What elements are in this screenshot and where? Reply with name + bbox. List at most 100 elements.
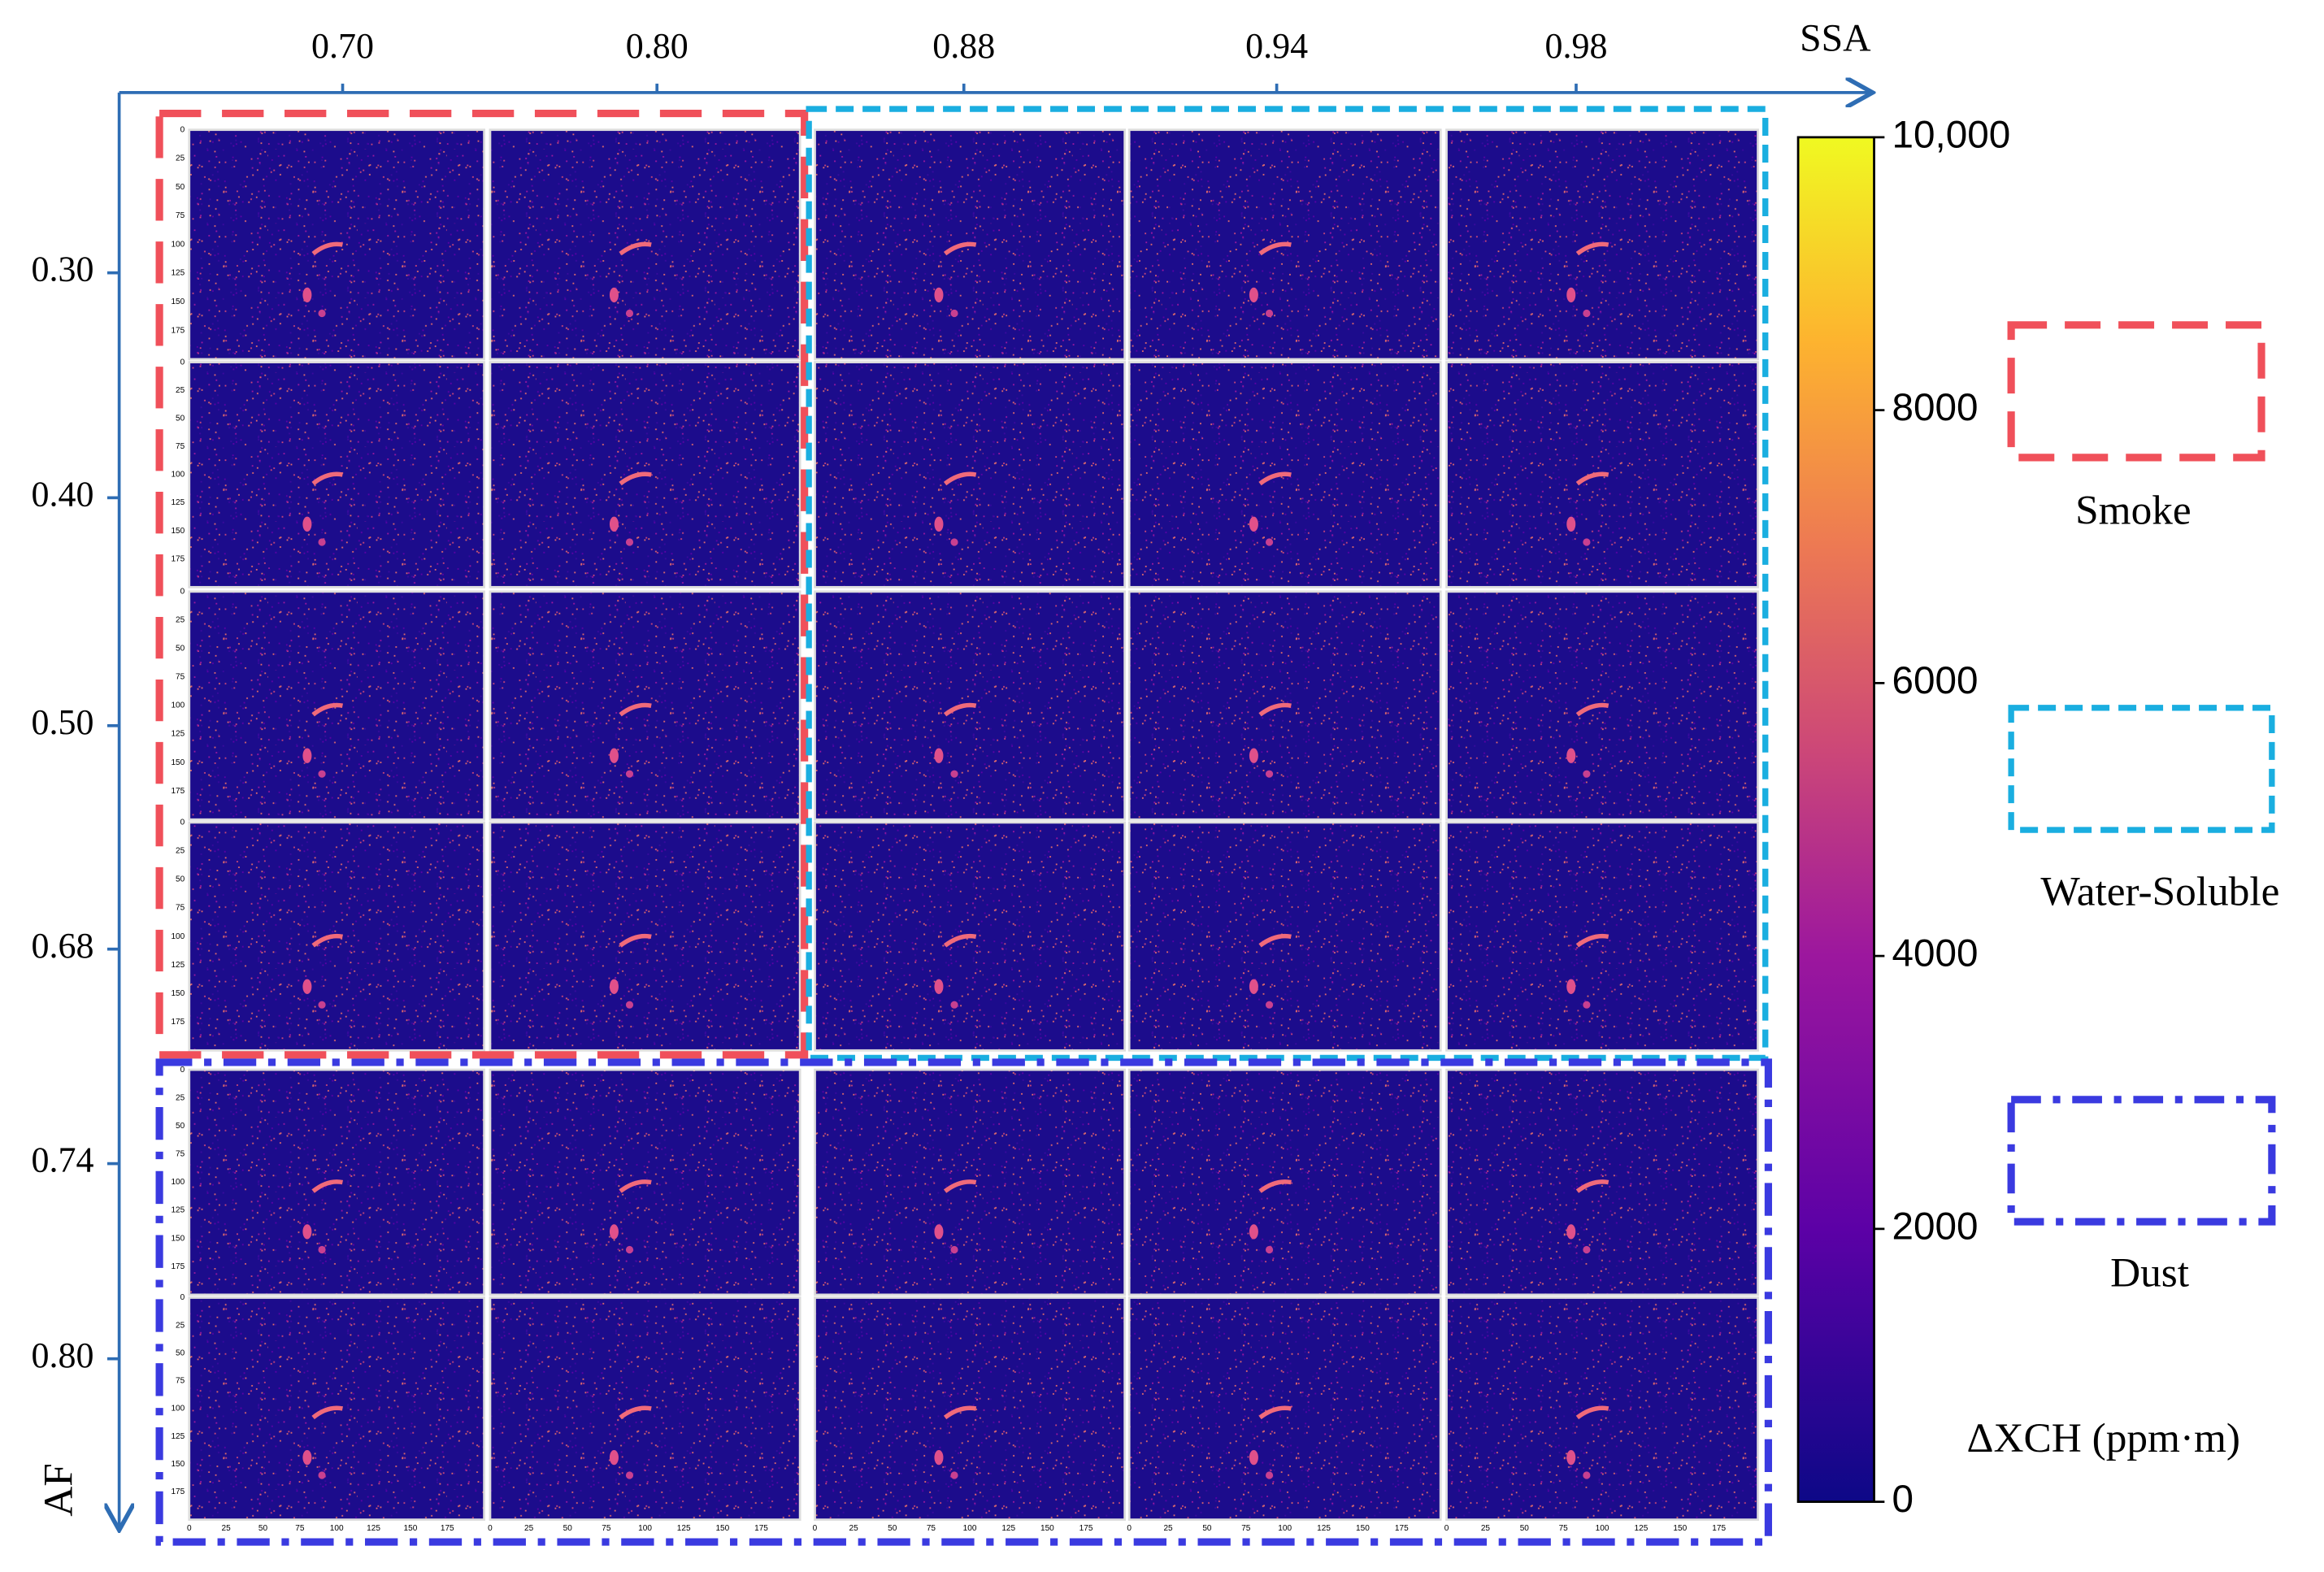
ssa-tick-label: 0.70 bbox=[311, 26, 374, 66]
panel-tick-label: 100 bbox=[638, 1524, 652, 1533]
panel-tick-label: 75 bbox=[176, 211, 185, 220]
plume bbox=[609, 287, 619, 303]
panel-tick-label: 175 bbox=[1712, 1524, 1726, 1533]
plume bbox=[302, 516, 312, 532]
plume bbox=[1566, 1449, 1576, 1466]
plume bbox=[943, 702, 977, 717]
legend-smoke bbox=[2007, 321, 2265, 462]
panel-tick-label: 25 bbox=[1481, 1524, 1491, 1533]
panel-tick-label: 100 bbox=[171, 932, 185, 941]
plume bbox=[1258, 471, 1292, 486]
panel-tick-label: 150 bbox=[171, 297, 185, 306]
plume bbox=[950, 309, 958, 318]
panel-tick-label: 75 bbox=[176, 442, 185, 451]
plume bbox=[943, 933, 977, 948]
panel-tick-label: 100 bbox=[171, 240, 185, 249]
panel-tick-label: 0 bbox=[1127, 1524, 1132, 1533]
plume bbox=[1566, 979, 1576, 994]
plume bbox=[950, 1001, 958, 1009]
colorbar-label: ΔXCH (ppm·m) bbox=[1967, 1415, 2240, 1461]
plume bbox=[311, 1405, 343, 1420]
panel-tick-label: 150 bbox=[171, 1234, 185, 1243]
plume bbox=[318, 1001, 326, 1009]
plume bbox=[1258, 241, 1292, 256]
panel-tick-label: 50 bbox=[258, 1524, 268, 1533]
ssa-label: SSA bbox=[1800, 18, 1871, 60]
panel bbox=[814, 1296, 1127, 1521]
colorbar-tick-label: 6000 bbox=[1892, 659, 1979, 702]
plume bbox=[1583, 1001, 1591, 1009]
panel-tick-label: 50 bbox=[176, 414, 185, 423]
plume bbox=[950, 770, 958, 778]
plume bbox=[625, 1001, 634, 1009]
panel-tick-label: 25 bbox=[176, 847, 185, 856]
plume bbox=[609, 1224, 619, 1240]
plume bbox=[1249, 1224, 1258, 1240]
panel-tick-label: 50 bbox=[176, 645, 185, 654]
panel-tick-label: 0 bbox=[488, 1524, 493, 1533]
panel-tick-label: 0 bbox=[180, 125, 185, 134]
panel-tick-label: 0 bbox=[180, 1293, 185, 1302]
colorbar-tick-label: 0 bbox=[1892, 1478, 1914, 1521]
dust-box bbox=[155, 1058, 1772, 1546]
colorbar-tick-label: 4000 bbox=[1892, 932, 1979, 975]
panel-tick-label: 100 bbox=[171, 471, 185, 480]
plume bbox=[619, 471, 652, 486]
plume bbox=[609, 516, 619, 532]
panel-tick-label: 50 bbox=[176, 875, 185, 884]
plume bbox=[934, 748, 944, 763]
plume bbox=[1575, 471, 1609, 486]
panel-tick-label: 125 bbox=[1317, 1524, 1331, 1533]
plume bbox=[934, 1224, 944, 1240]
plume bbox=[1583, 538, 1591, 546]
plume bbox=[943, 241, 977, 256]
plume bbox=[1258, 702, 1292, 717]
plume bbox=[1249, 748, 1258, 763]
plume bbox=[1583, 309, 1591, 318]
panel-tick-label: 75 bbox=[1559, 1524, 1569, 1533]
panel-tick-label: 50 bbox=[176, 183, 185, 192]
plume bbox=[311, 1179, 343, 1193]
panel-tick-label: 25 bbox=[176, 386, 185, 395]
plume bbox=[625, 1471, 634, 1479]
panel-tick-label: 175 bbox=[171, 1262, 185, 1271]
panel-grid: 0 25 50 75 100 125 150 175 0 25 50 75 100 125 150 175 0 2… bbox=[171, 125, 1759, 1533]
ssa-tick-label: 0.94 bbox=[1245, 26, 1308, 66]
plume bbox=[619, 1405, 652, 1420]
smoke-box bbox=[155, 109, 809, 1059]
plume bbox=[1583, 770, 1591, 778]
ssa-tick-label: 0.98 bbox=[1545, 26, 1608, 66]
panel-tick-label: 150 bbox=[715, 1524, 729, 1533]
plume bbox=[302, 979, 312, 994]
legend-label: Water-Soluble bbox=[2040, 868, 2279, 914]
plume bbox=[950, 1471, 958, 1479]
plume bbox=[625, 770, 634, 778]
panel-tick-label: 150 bbox=[404, 1524, 418, 1533]
af-tick-label: 0.40 bbox=[31, 474, 93, 514]
panel-tick-label: 75 bbox=[927, 1524, 936, 1533]
plume bbox=[934, 287, 944, 303]
panel-tick-label: 150 bbox=[171, 527, 185, 536]
legend-water-soluble bbox=[2008, 705, 2275, 833]
panel-tick-label: 175 bbox=[171, 787, 185, 796]
panel-tick-label: 50 bbox=[176, 1348, 185, 1357]
panel-tick-label: 125 bbox=[1635, 1524, 1649, 1533]
colorbar-tick-label: 8000 bbox=[1892, 386, 1979, 429]
plume bbox=[625, 538, 634, 546]
plume bbox=[609, 1449, 619, 1466]
plume bbox=[934, 1449, 944, 1466]
panel-tick-label: 125 bbox=[677, 1524, 691, 1533]
plume bbox=[311, 702, 343, 717]
panel-tick-label: 100 bbox=[171, 1405, 185, 1413]
plume bbox=[302, 287, 312, 303]
plume bbox=[1249, 287, 1258, 303]
panel-tick-label: 75 bbox=[176, 904, 185, 913]
colorbar-tick-label: 10,000 bbox=[1892, 113, 2011, 156]
panel-tick-label: 50 bbox=[1202, 1524, 1212, 1533]
panel-tick-label: 125 bbox=[171, 730, 185, 739]
plume bbox=[943, 1179, 977, 1193]
panel-tick-label: 25 bbox=[176, 1093, 185, 1102]
plume bbox=[619, 702, 652, 717]
panel-tick-label: 0 bbox=[180, 358, 185, 367]
